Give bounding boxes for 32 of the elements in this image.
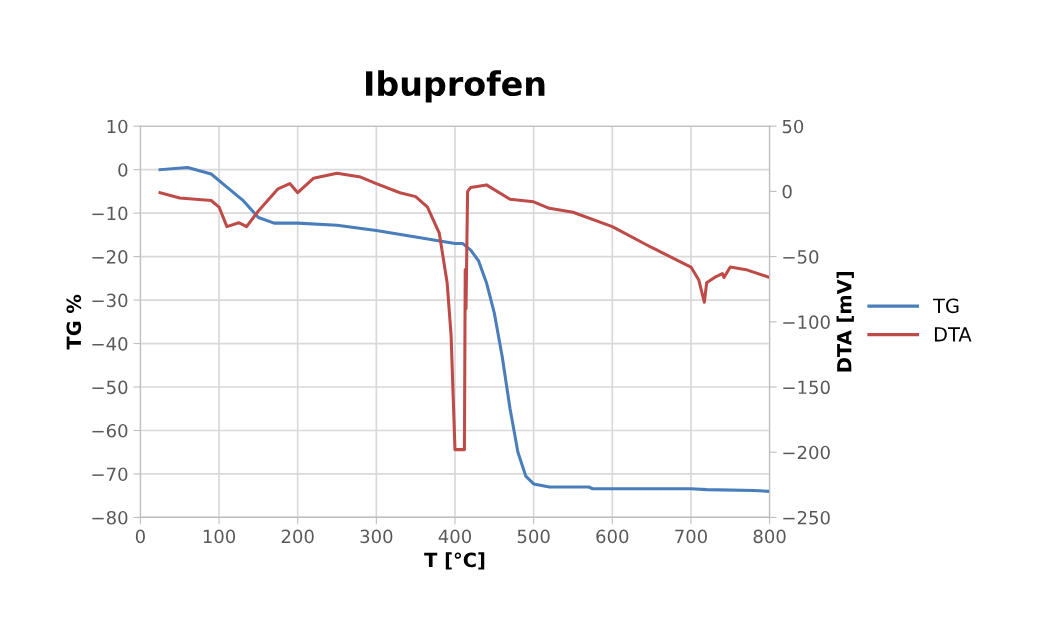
chart-title: Ibuprofen: [366, 70, 545, 103]
y-tick-label: −30: [92, 293, 128, 308]
y2-tick-label: −100: [783, 315, 830, 329]
y2-axis-title: DTA [mV]: [836, 272, 854, 372]
y-tick-label: −10: [92, 206, 128, 221]
y2-tick-label: −200: [783, 445, 830, 460]
x-tick-label: 200: [281, 529, 314, 544]
legend-label: TG: [933, 298, 959, 314]
x-tick-label: 500: [517, 529, 550, 544]
y2-tick-label: −150: [783, 380, 830, 395]
y-tick-label: −60: [92, 423, 128, 438]
y2-tick-label: −50: [783, 250, 819, 264]
y-tick-label: −80: [92, 510, 128, 525]
y-tick-label: 10: [107, 119, 128, 134]
y-tick-label: −40: [92, 337, 128, 351]
x-tick-label: 400: [438, 529, 472, 544]
x-tick-label: 700: [675, 529, 707, 544]
y-axis-title: TG %: [66, 294, 82, 350]
x-tick-label: 600: [596, 529, 629, 544]
y2-tick-label: 50: [782, 119, 804, 134]
x-tick-label: 0: [135, 529, 145, 544]
x-axis-title: T [°C]: [424, 552, 485, 570]
y-tick-label: −70: [92, 467, 128, 482]
x-tick-label: 800: [753, 529, 786, 544]
x-tick-label: 300: [360, 529, 393, 544]
y-tick-label: −20: [92, 250, 128, 264]
y2-tick-label: −250: [783, 510, 830, 525]
y2-tick-label: 0: [782, 184, 792, 199]
legend-label: DTA: [934, 327, 972, 342]
y-tick-label: 0: [118, 163, 128, 177]
x-tick-label: 100: [203, 529, 236, 544]
y-tick-label: −50: [92, 380, 128, 395]
